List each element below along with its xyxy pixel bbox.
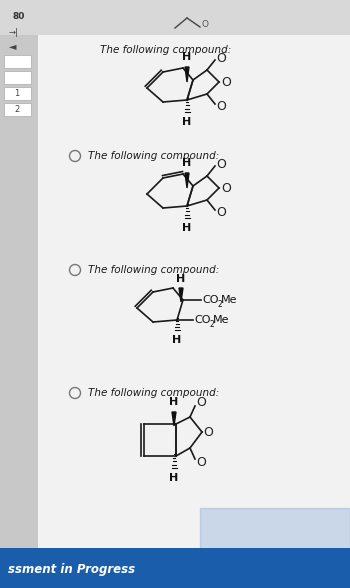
Polygon shape <box>185 67 189 82</box>
Text: H: H <box>169 397 178 407</box>
Text: O: O <box>216 99 226 112</box>
Text: O: O <box>216 205 226 219</box>
Text: H: H <box>182 117 192 127</box>
Text: Me: Me <box>221 295 238 305</box>
Polygon shape <box>172 412 176 426</box>
FancyBboxPatch shape <box>4 86 30 99</box>
Text: O: O <box>203 426 213 439</box>
Text: ◄: ◄ <box>9 41 17 51</box>
FancyBboxPatch shape <box>4 55 30 68</box>
FancyBboxPatch shape <box>4 102 30 115</box>
Text: O: O <box>202 19 209 28</box>
Text: H: H <box>169 473 178 483</box>
Text: →|: →| <box>8 28 18 36</box>
FancyBboxPatch shape <box>0 548 350 588</box>
Text: O: O <box>196 396 206 409</box>
Text: H: H <box>176 274 186 284</box>
Text: The following compound:: The following compound: <box>100 45 231 55</box>
Text: O: O <box>216 158 226 171</box>
FancyBboxPatch shape <box>38 35 350 553</box>
Text: 2: 2 <box>14 105 20 113</box>
Polygon shape <box>185 173 189 188</box>
Text: ssment in Progress: ssment in Progress <box>8 563 135 576</box>
Text: O: O <box>221 75 231 89</box>
Text: H: H <box>182 52 192 62</box>
Text: H: H <box>182 158 192 168</box>
FancyBboxPatch shape <box>4 71 30 83</box>
Text: 2: 2 <box>209 319 214 329</box>
Text: O: O <box>196 456 206 469</box>
Polygon shape <box>179 288 183 302</box>
Text: 80: 80 <box>13 12 25 21</box>
Text: The following compound:: The following compound: <box>88 265 219 275</box>
Text: 1: 1 <box>14 89 20 98</box>
Text: The following compound:: The following compound: <box>88 388 219 398</box>
Text: 2: 2 <box>217 299 222 309</box>
Text: H: H <box>182 223 192 233</box>
FancyBboxPatch shape <box>0 35 38 553</box>
Text: CO: CO <box>194 315 210 325</box>
Text: Me: Me <box>213 315 230 325</box>
Text: O: O <box>216 52 226 65</box>
Text: H: H <box>172 335 182 345</box>
Text: O: O <box>221 182 231 195</box>
Text: The following compound:: The following compound: <box>88 151 219 161</box>
Text: CO: CO <box>202 295 218 305</box>
